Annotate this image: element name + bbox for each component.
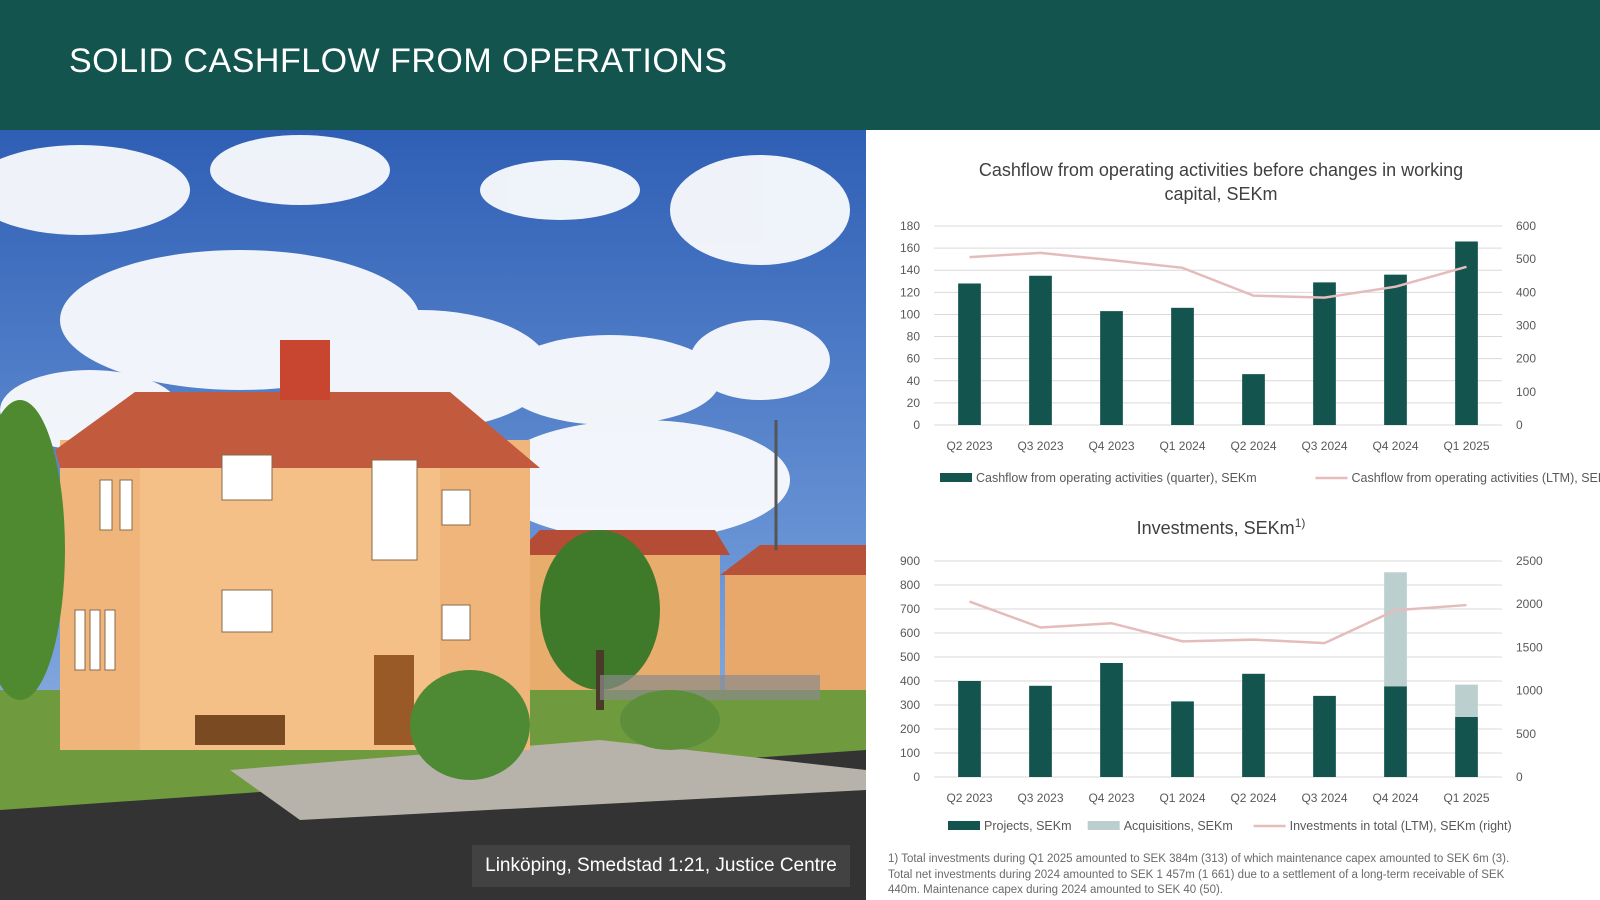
- y2-tick-label: 300: [1516, 319, 1536, 333]
- x-tick-label: Q2 2023: [946, 791, 992, 805]
- bar: [1384, 274, 1407, 425]
- y-tick-label: 300: [900, 698, 920, 712]
- x-tick-label: Q2 2023: [946, 439, 992, 453]
- footnote-line: 1) Total investments during Q1 2025 amou…: [888, 853, 1510, 865]
- x-tick-label: Q2 2024: [1230, 439, 1276, 453]
- bar: [1171, 307, 1194, 425]
- y2-tick-label: 500: [1516, 252, 1536, 266]
- y2-tick-label: 2500: [1516, 554, 1543, 568]
- legend-label: Projects, SEKm: [984, 819, 1072, 833]
- y-tick-label: 900: [900, 554, 920, 568]
- x-tick-label: Q3 2024: [1301, 791, 1347, 805]
- y-tick-label: 600: [900, 626, 920, 640]
- bar: [1313, 695, 1336, 777]
- legend-label: Cashflow from operating activities (quar…: [976, 471, 1257, 485]
- bar: [1100, 311, 1123, 425]
- chart-title: Investments, SEKm1): [1137, 516, 1306, 538]
- bar: [1171, 701, 1194, 777]
- y-tick-label: 20: [907, 396, 921, 410]
- bar: [1029, 685, 1052, 777]
- bar: [1384, 686, 1407, 777]
- y-tick-label: 140: [900, 263, 920, 277]
- legend-swatch: [1087, 821, 1120, 830]
- y2-tick-label: 1000: [1516, 684, 1543, 698]
- x-tick-label: Q1 2024: [1159, 439, 1205, 453]
- y-tick-label: 160: [900, 241, 920, 255]
- bar: [1242, 673, 1265, 777]
- legend-swatch: [948, 821, 980, 830]
- y-tick-label: 100: [900, 307, 920, 321]
- bar: [1029, 275, 1052, 425]
- y-tick-label: 0: [913, 418, 920, 432]
- y-tick-label: 180: [900, 219, 920, 233]
- y-tick-label: 120: [900, 285, 920, 299]
- series-line: [969, 600, 1467, 645]
- bar: [1313, 282, 1336, 425]
- bar: [958, 681, 981, 777]
- y2-tick-label: 400: [1516, 285, 1536, 299]
- bar: [1455, 241, 1478, 425]
- y-tick-label: 0: [913, 770, 920, 784]
- y2-tick-label: 200: [1516, 352, 1536, 366]
- photo-illustration: [0, 130, 866, 900]
- bar: [958, 283, 981, 425]
- investments-chart: Investments, SEKm1) 0 100 200 300 400 500 600 70…: [900, 516, 1543, 833]
- legend-label: Investments in total (LTM), SEKm (right): [1290, 819, 1512, 833]
- x-tick-label: Q1 2024: [1159, 791, 1205, 805]
- y2-tick-label: 0: [1516, 770, 1523, 784]
- photo-caption-box: Linköping, Smedstad 1:21, Justice Centre: [472, 845, 850, 887]
- bar: [1455, 717, 1478, 777]
- chart-title-superscript: 1): [1295, 516, 1306, 530]
- chart-title: capital, SEKm: [1164, 184, 1277, 204]
- y2-tick-label: 0: [1516, 418, 1523, 432]
- photo-caption: Linköping, Smedstad 1:21, Justice Centre: [485, 855, 837, 876]
- y-tick-label: 40: [907, 374, 921, 388]
- footnote-line: Total net investments during 2024 amount…: [888, 868, 1505, 881]
- bar: [1455, 684, 1478, 717]
- x-tick-label: Q3 2024: [1301, 439, 1347, 453]
- x-tick-label: Q4 2024: [1372, 791, 1418, 805]
- y2-tick-label: 100: [1516, 385, 1536, 399]
- bar: [1242, 374, 1265, 425]
- y-tick-label: 500: [900, 650, 920, 664]
- x-tick-label: Q4 2024: [1372, 439, 1418, 453]
- y2-tick-label: 2000: [1516, 597, 1543, 611]
- y-tick-label: 100: [900, 746, 920, 760]
- y2-tick-label: 500: [1516, 727, 1536, 741]
- footnote-line: 440m. Maintenance capex during 2024 amou…: [888, 884, 1223, 896]
- footnote: 1) Total investments during Q1 2025 amou…: [888, 852, 1548, 899]
- legend-swatch: [940, 473, 972, 482]
- bar: [1384, 572, 1407, 687]
- header-bar: SOLID CASHFLOW FROM OPERATIONS: [0, 0, 1600, 130]
- y-tick-label: 200: [900, 722, 920, 736]
- y-tick-label: 400: [900, 674, 920, 688]
- building-photo: Linköping, Smedstad 1:21, Justice Centre: [0, 130, 866, 900]
- chart-title: Cashflow from operating activities befor…: [979, 160, 1463, 180]
- bar: [1100, 663, 1123, 777]
- y2-tick-label: 1500: [1516, 640, 1543, 654]
- page-title: SOLID CASHFLOW FROM OPERATIONS: [69, 42, 728, 80]
- legend-label: Acquisitions, SEKm: [1124, 819, 1233, 833]
- x-tick-label: Q4 2023: [1088, 439, 1134, 453]
- x-tick-label: Q3 2023: [1017, 439, 1063, 453]
- y-tick-label: 60: [907, 352, 921, 366]
- series-line: [969, 251, 1467, 299]
- x-tick-label: Q3 2023: [1017, 791, 1063, 805]
- charts-area: Cashflow from operating activities befor…: [900, 160, 1600, 833]
- x-tick-label: Q4 2023: [1088, 791, 1134, 805]
- legend-label: Cashflow from operating activities (LTM)…: [1352, 471, 1600, 485]
- cashflow-chart: Cashflow from operating activities befor…: [900, 160, 1600, 485]
- x-tick-label: Q1 2025: [1443, 791, 1489, 805]
- x-tick-label: Q1 2025: [1443, 439, 1489, 453]
- y-tick-label: 80: [907, 330, 921, 344]
- y-tick-label: 800: [900, 578, 920, 592]
- y2-tick-label: 600: [1516, 219, 1536, 233]
- x-tick-label: Q2 2024: [1230, 791, 1276, 805]
- y-tick-label: 700: [900, 602, 920, 616]
